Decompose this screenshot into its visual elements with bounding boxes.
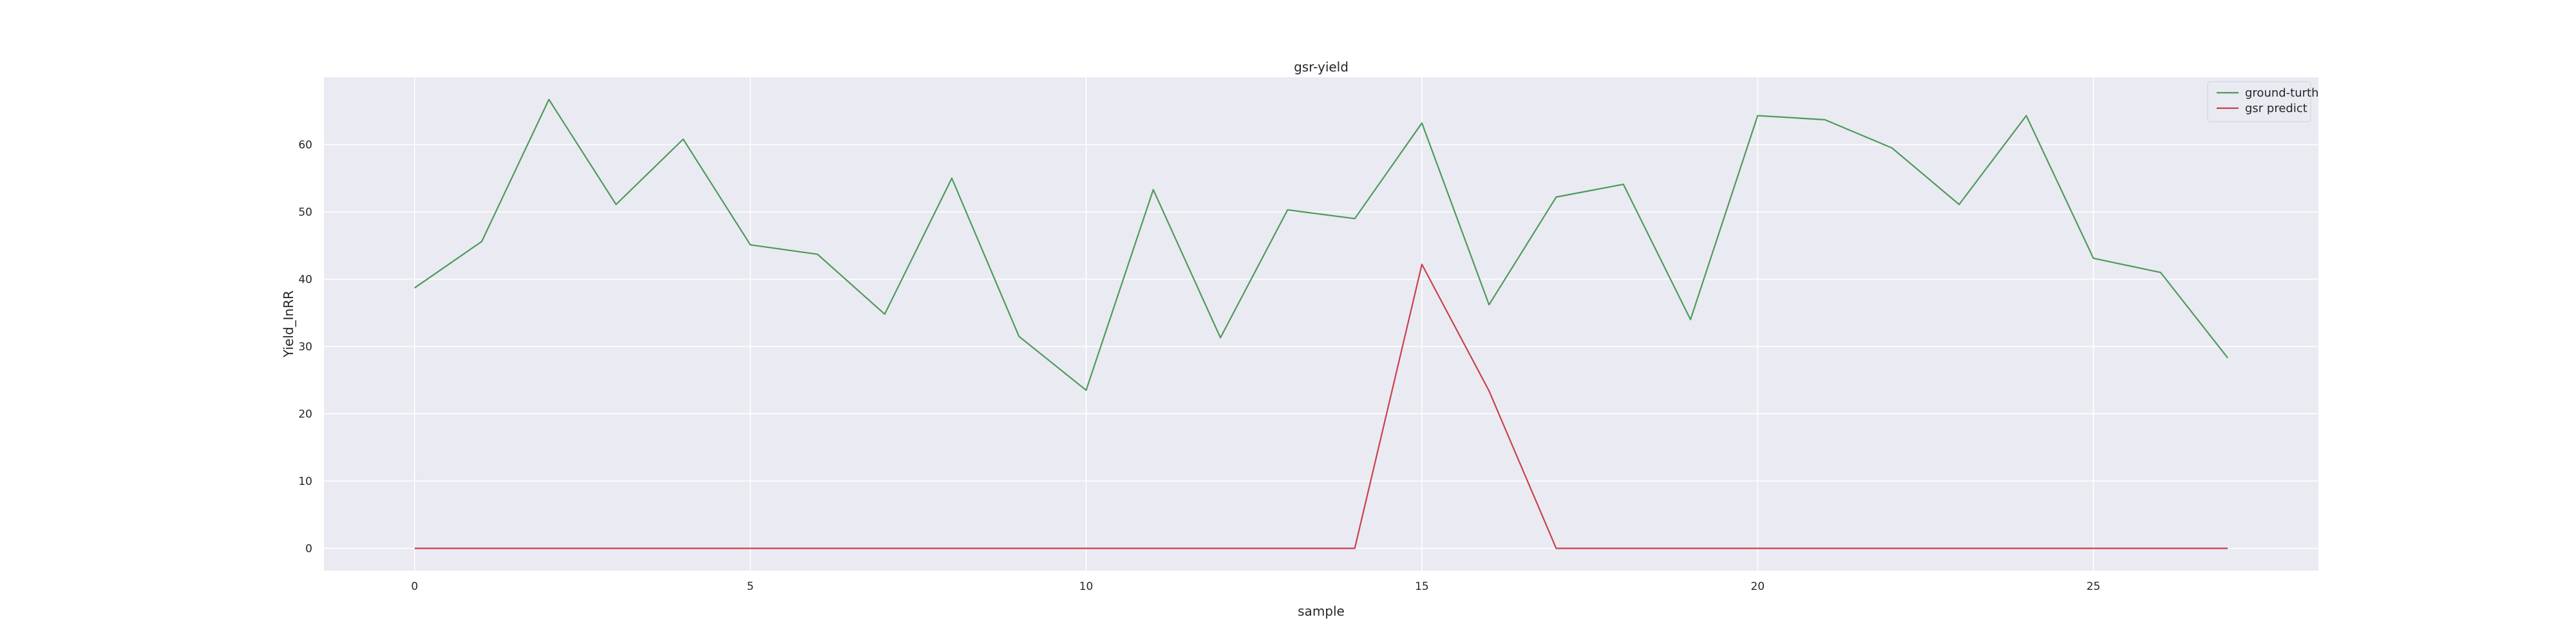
legend-label: ground-turth <box>2245 86 2319 100</box>
x-tick-label: 15 <box>1415 580 1429 593</box>
series-line-1 <box>414 263 2228 549</box>
series-line-0 <box>414 99 2229 392</box>
chart-title: gsr-yield <box>1294 59 1349 75</box>
tick-labels: 0 5 10 15 20 25 0 10 20 30 40 50 60 <box>298 139 2100 593</box>
x-axis-label: sample <box>1298 603 1345 619</box>
y-tick-label: 40 <box>298 274 312 287</box>
y-tick-label: 10 <box>298 475 312 488</box>
y-tick-label: 20 <box>298 408 312 421</box>
y-tick-label: 30 <box>298 341 312 354</box>
y-tick-label: 0 <box>305 543 312 556</box>
y-axis-label: Yield_InRR <box>281 290 296 358</box>
x-tick-label: 25 <box>2087 580 2101 593</box>
y-tick-label: 60 <box>298 139 312 152</box>
plot-area <box>324 77 2318 571</box>
legend: ground-turth gsr predict <box>2207 81 2319 122</box>
series-layer <box>414 99 2229 549</box>
legend-label: gsr predict <box>2245 102 2307 115</box>
x-tick-label: 10 <box>1079 580 1094 593</box>
x-tick-label: 5 <box>747 580 754 593</box>
x-tick-label: 0 <box>411 580 418 593</box>
legend-box <box>2207 81 2311 122</box>
y-tick-label: 50 <box>298 206 312 219</box>
x-tick-label: 20 <box>1750 580 1765 593</box>
